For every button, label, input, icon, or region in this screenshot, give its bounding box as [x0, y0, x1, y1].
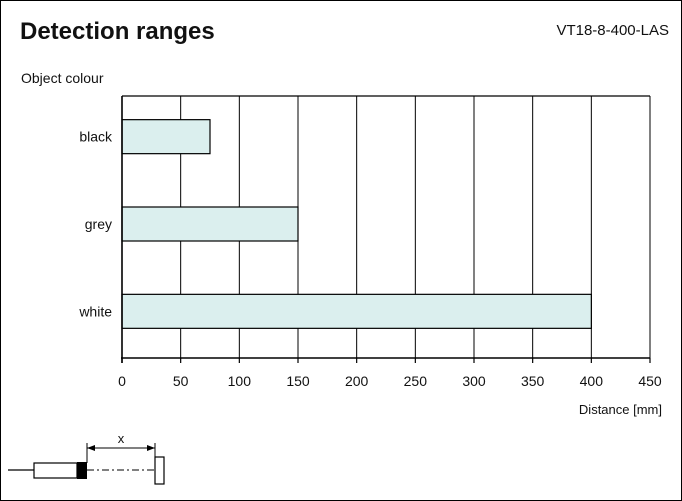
x-tick-label: 400	[580, 373, 604, 389]
dimension-arrow-left	[87, 445, 95, 451]
label-layer: 0 50 100 150 200 250 300 350 400 450 black grey whit…	[78, 129, 662, 389]
axis-layer	[121, 95, 651, 363]
sensor-body	[33, 462, 78, 479]
bar-white	[121, 293, 592, 329]
bar-grey	[121, 206, 299, 242]
x-tick-label: 100	[228, 373, 252, 389]
dimension-arrow-right	[147, 445, 155, 451]
y-axis-label: Object colour	[21, 70, 104, 86]
x-tick-label: 450	[638, 373, 662, 389]
x-tick-label: 350	[521, 373, 545, 389]
x-tick-label: 50	[173, 373, 189, 389]
x-tick-label: 150	[286, 373, 310, 389]
x-tick-label: 300	[462, 373, 486, 389]
category-label-white: white	[78, 303, 112, 319]
distance-label: x	[118, 431, 125, 446]
model-number: VT18-8-400-LAS	[556, 22, 669, 39]
x-axis-label: Distance [mm]	[579, 402, 662, 417]
category-label-black: black	[79, 129, 113, 145]
sensor-lens	[77, 462, 87, 479]
category-label-grey: grey	[85, 216, 112, 232]
chart-title: Detection ranges	[20, 18, 215, 45]
x-tick-label: 250	[404, 373, 428, 389]
sensor-diagram-icon: x	[8, 431, 165, 485]
bar-black	[121, 119, 211, 155]
x-tick-label: 200	[345, 373, 369, 389]
target-object	[154, 456, 165, 485]
x-tick-label: 0	[118, 373, 126, 389]
